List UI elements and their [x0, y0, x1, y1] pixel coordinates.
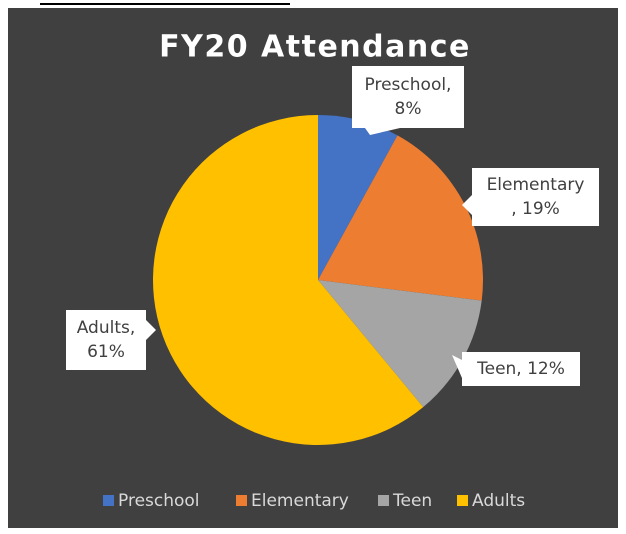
pie-slice [318, 280, 482, 408]
legend-label: Adults [472, 491, 525, 511]
legend-label: Teen [392, 491, 432, 511]
data-label: 8% [395, 99, 422, 119]
data-label-box [472, 168, 599, 226]
pie-slice [318, 115, 398, 280]
legend-label: Preschool [118, 491, 200, 511]
data-label: Elementary [487, 175, 585, 195]
legend-swatch [236, 495, 247, 506]
legend-swatch [378, 495, 389, 506]
legend-swatch [457, 495, 468, 506]
data-label-pointer [365, 128, 400, 135]
data-label-pointer [146, 320, 156, 340]
pie-slice [318, 135, 483, 301]
data-label: , 19% [511, 199, 560, 219]
data-label: Adults, [77, 318, 136, 338]
data-label-pointer [462, 195, 472, 215]
data-label-box [352, 66, 464, 128]
chart-title: FY20 Attendance [159, 30, 471, 65]
data-label-box [66, 310, 146, 370]
data-label-pointer [452, 355, 462, 378]
data-label: Preschool, [365, 75, 452, 95]
legend-label: Elementary [251, 491, 349, 511]
data-label: 61% [87, 342, 125, 362]
pie-slice [152, 115, 424, 446]
data-label-box [462, 352, 580, 386]
data-label: Teen, 12% [476, 359, 565, 379]
legend-swatch [103, 495, 114, 506]
